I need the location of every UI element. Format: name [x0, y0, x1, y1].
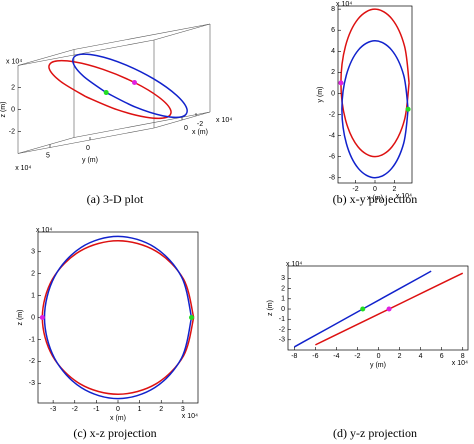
box-edge	[17, 137, 75, 154]
box-edge	[17, 49, 75, 66]
marker-point	[405, 106, 411, 112]
caption: (c) x-z projection	[73, 426, 156, 440]
x-axis-label: x (m)	[110, 415, 126, 422]
x-tick-label: 8	[461, 353, 465, 360]
y-tick-label: -2	[279, 326, 285, 333]
marker-point	[132, 80, 137, 85]
orbit-line	[341, 40, 409, 179]
x-tick-label: -6	[312, 353, 318, 360]
marker-point	[189, 315, 195, 320]
axes-frame	[37, 231, 199, 404]
caption: (a) 3-D plot	[87, 192, 144, 206]
marker-point	[103, 90, 109, 96]
caption: (b) x-y projection	[333, 192, 418, 206]
marker-point	[39, 315, 45, 320]
x-tick-label: -2	[197, 121, 203, 128]
x-tick-label: 3	[181, 406, 185, 413]
box-edge	[73, 111, 211, 138]
z-tick-label: 2	[11, 84, 15, 91]
y-tick-label: -4	[329, 132, 335, 139]
y-tick-label: 2	[331, 69, 335, 76]
marker-point	[338, 80, 344, 86]
z-tick-label: 0	[11, 106, 15, 113]
y-tick-label: -1	[29, 336, 35, 343]
y-tick-label: 0	[86, 145, 90, 152]
y-multiplier: x 10⁴	[15, 165, 31, 172]
y-tick-label: 1	[281, 296, 285, 303]
box-edge	[17, 127, 155, 154]
y-tick-label: -2	[29, 358, 35, 365]
x-tick-label: -1	[93, 406, 99, 413]
x-tick-label: -3	[50, 406, 56, 413]
x-tick-label: -2	[72, 406, 78, 413]
z-axis-label: z (m)	[0, 102, 7, 118]
x-tick-label: -2	[354, 353, 360, 360]
y-axis-label: z (m)	[17, 310, 24, 326]
x-axis-label: y (m)	[370, 362, 386, 369]
orbit-line	[72, 53, 188, 119]
axes-frame	[287, 265, 469, 351]
x-multiplier: x 10⁴	[182, 413, 198, 420]
orbit-line	[43, 235, 193, 400]
y-tick-label: 3	[31, 249, 35, 256]
y-tick-label: 0	[331, 90, 335, 97]
y-axis-label: y (m)	[317, 87, 324, 103]
y-tick-label: -3	[279, 337, 285, 344]
x-tick-label: 2	[398, 353, 402, 360]
orbit-line	[48, 59, 172, 120]
marker-point	[386, 306, 392, 312]
marker-point	[360, 306, 366, 312]
x-tick-label: -8	[291, 353, 297, 360]
y-tick-label: -6	[329, 154, 335, 161]
x-tick-label: -2	[352, 186, 358, 193]
y-tick-label: 0	[281, 306, 285, 313]
box-edge	[153, 23, 211, 41]
z-tick-label: -2	[9, 128, 15, 135]
y-tick-label: 6	[331, 27, 335, 34]
x-tick-label: 2	[159, 406, 163, 413]
x-multiplier: x 10⁴	[452, 360, 468, 367]
caption: (d) y-z projection	[333, 426, 417, 440]
y-multiplier: x 10⁴	[36, 227, 52, 234]
x-multiplier: x 10⁴	[396, 193, 412, 200]
orbit-line	[340, 8, 410, 158]
x-tick-label: 2	[393, 186, 397, 193]
x-tick-label: 0	[184, 125, 188, 132]
x-tick-label: 0	[116, 406, 120, 413]
x-axis-label: x (m)	[192, 129, 208, 136]
x-tick-label: 0	[377, 353, 381, 360]
y-tick-label: -3	[29, 380, 35, 387]
y-tick-label: 2	[281, 285, 285, 292]
y-axis-label: y (m)	[82, 157, 98, 164]
box-edge	[17, 39, 155, 66]
y-tick-label: -2	[329, 111, 335, 118]
y-tick-label: -1	[279, 316, 285, 323]
y-tick-label: 2	[31, 270, 35, 277]
z-multiplier: x 10⁴	[6, 58, 22, 65]
box-edge	[73, 23, 211, 50]
y-multiplier: x 10⁴	[286, 261, 302, 268]
y-tick-label: 3	[281, 275, 285, 282]
y-tick-label: 8	[331, 6, 335, 13]
x-tick-label: 0	[373, 186, 377, 193]
y-axis-label: z (m)	[267, 300, 274, 316]
y-multiplier: x 10⁴	[336, 1, 352, 8]
y-tick-label: 1	[31, 292, 35, 299]
x-tick-label: 6	[440, 353, 444, 360]
y-tick-label: 0	[31, 314, 35, 321]
x-tick-label: 1	[138, 406, 142, 413]
x-tick-label: -4	[333, 353, 339, 360]
y-tick-label: 4	[331, 48, 335, 55]
orbit-line	[41, 240, 195, 395]
x-multiplier: x 10⁴	[216, 117, 232, 124]
y-tick-label: -8	[329, 175, 335, 182]
y-tick-label: 5	[46, 152, 50, 159]
x-axis-label: x (m)	[367, 195, 383, 202]
x-tick-label: 4	[419, 353, 423, 360]
